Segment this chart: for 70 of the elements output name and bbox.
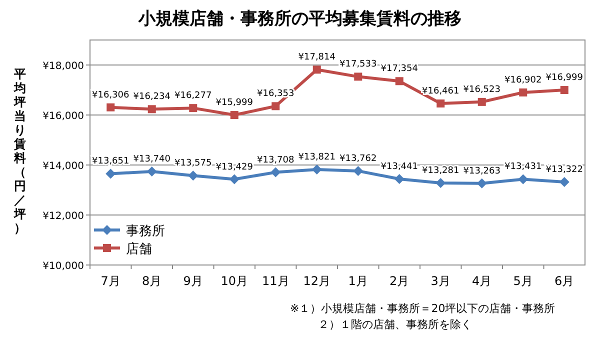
x-tick-label: 1月	[348, 274, 368, 288]
point	[270, 167, 281, 178]
data-label: ¥13,263	[463, 166, 500, 176]
y-tick-label: ¥12,000	[42, 211, 84, 222]
x-tick-label: 2月	[390, 274, 410, 288]
x-tick-label: 12月	[303, 274, 331, 288]
data-label: ¥13,762	[340, 154, 377, 164]
data-label: ¥13,740	[133, 154, 171, 164]
data-label: ¥16,523	[463, 84, 500, 95]
x-tick-label: 9月	[183, 274, 203, 288]
data-label: ¥13,281	[422, 166, 460, 176]
point	[436, 99, 445, 108]
point	[272, 102, 280, 110]
point	[476, 178, 487, 188]
x-tick-label: 3月	[430, 274, 450, 288]
text: ２）１階の店舗、事務所を除く	[318, 318, 472, 331]
data-label: ¥17,814	[298, 52, 336, 63]
point	[559, 176, 570, 187]
data-label: ¥15,999	[216, 98, 254, 108]
point	[312, 66, 321, 74]
point	[560, 86, 568, 94]
point	[188, 170, 198, 181]
y-axis-title: 平均坪当り賃料（円／坪）	[14, 67, 26, 235]
chart-title: 小規模店舗・事務所の平均募集賃料の推移	[138, 9, 462, 29]
x-tick-label: 6月	[554, 274, 574, 288]
x-tick-label: 5月	[513, 274, 533, 288]
point	[148, 105, 156, 114]
point	[478, 98, 486, 106]
point	[395, 77, 404, 86]
x-tick-label: 4月	[472, 274, 492, 288]
x-tick-label: 8月	[142, 274, 162, 288]
data-label: ¥17,354	[380, 64, 418, 74]
data-label: ¥13,429	[216, 162, 254, 172]
data-label: ¥17,533	[340, 60, 377, 70]
data-label: ¥13,441	[380, 162, 418, 172]
point	[229, 174, 240, 184]
x-tick-label: 11月	[262, 274, 290, 288]
text: ※１）小規模店舗・事務所＝20坪以下の店舗・事務所	[290, 302, 556, 315]
legend-label: 店舗	[126, 241, 152, 257]
data-label: ¥16,277	[174, 91, 212, 102]
point	[230, 111, 238, 120]
point	[106, 168, 116, 179]
data-label: ¥13,651	[92, 156, 130, 167]
point	[353, 166, 364, 176]
point	[189, 104, 198, 112]
y-tick-label: ¥16,000	[42, 111, 84, 122]
y-tick-label: ¥10,000	[42, 261, 84, 272]
data-label: ¥16,461	[422, 86, 460, 96]
data-label: ¥13,821	[298, 152, 336, 162]
data-label: ¥13,575	[174, 158, 212, 169]
data-label: ¥16,999	[546, 73, 584, 84]
data-label: ¥13,708	[257, 155, 295, 166]
data-label: ¥13,322	[546, 164, 583, 175]
x-tick-label: 10月	[220, 274, 248, 288]
point	[146, 166, 157, 176]
data-label: ¥16,234	[133, 92, 171, 102]
point	[354, 72, 362, 81]
y-tick-label: ¥18,000	[42, 61, 84, 72]
point	[106, 103, 115, 112]
data-label: ¥13,431	[504, 162, 542, 172]
data-label: ¥16,902	[504, 75, 542, 86]
point	[519, 88, 528, 96]
y-tick-label: ¥14,000	[42, 161, 84, 172]
point	[518, 174, 528, 184]
point	[394, 174, 404, 184]
legend-label: 事務所	[126, 224, 165, 239]
data-label: ¥16,306	[92, 90, 130, 100]
point	[312, 164, 322, 174]
x-tick-label: 7月	[100, 274, 120, 288]
point	[436, 178, 446, 188]
